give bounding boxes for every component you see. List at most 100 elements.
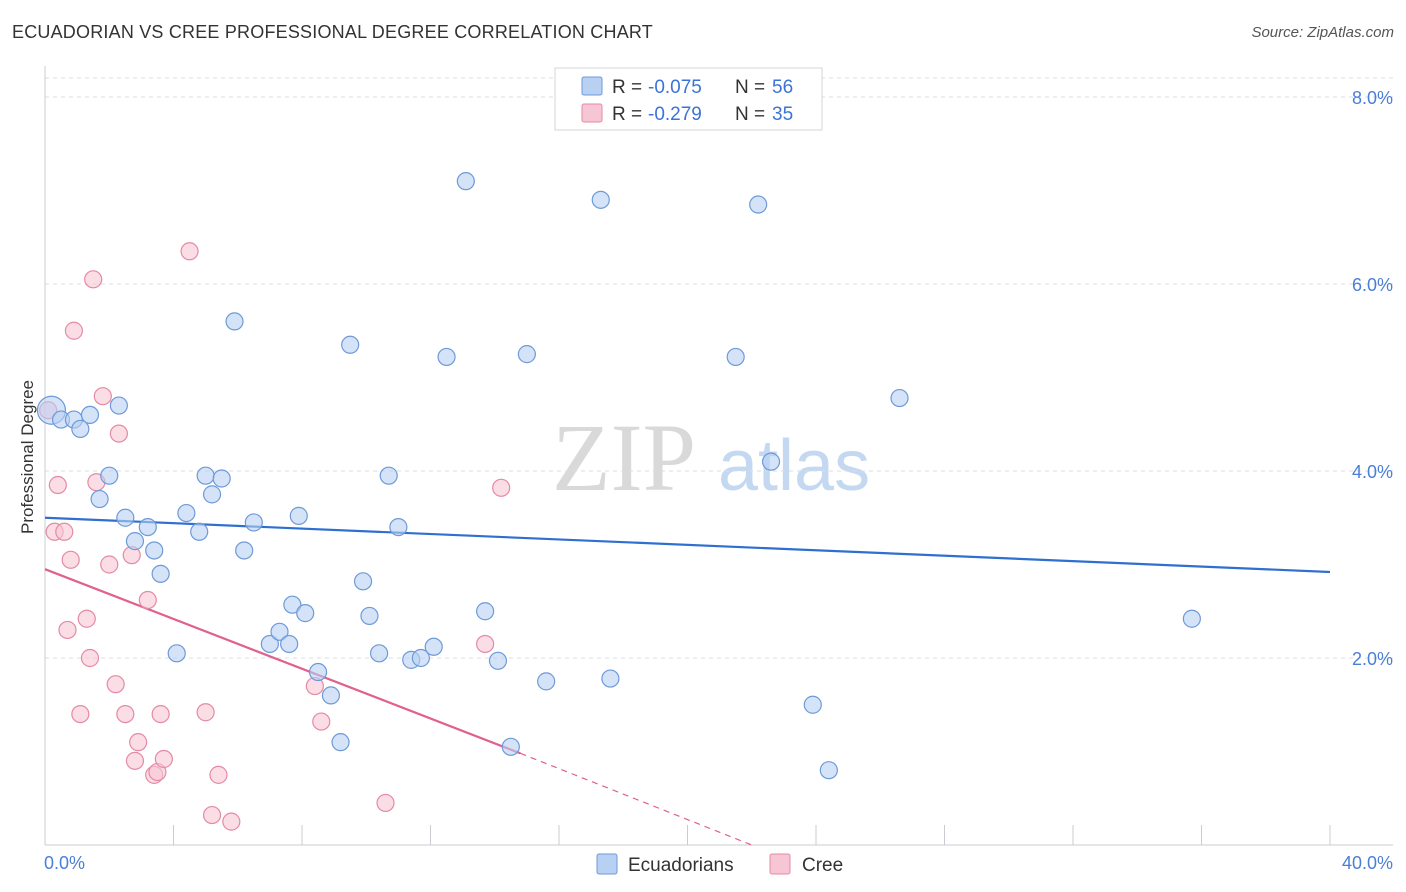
ecuadorian-point [244,513,263,532]
ecuadorian-point [289,506,308,525]
legend-swatch-ecuadorians [581,76,603,96]
y-axis-label: Professional Degree [18,380,37,534]
legend-n-label-1: N = [735,77,765,98]
source-label: Source: ZipAtlas.com [1251,24,1394,41]
cree-point [180,242,199,261]
ecuadorian-point [90,489,109,509]
ecuadorian-point [501,737,520,756]
watermark-atlas: atlas [718,426,870,506]
y-tick-labels: 2.0% 4.0% 6.0% 8.0% [1352,88,1393,669]
ecuadorian-point [270,622,289,641]
ecuadorian-point [283,595,302,614]
legend-swatch-cree [581,103,603,123]
cree-point [196,703,215,722]
ecuadorian-point [280,634,299,654]
ecuadorian-point [308,662,328,682]
cree-point [84,270,103,289]
cree-point [58,620,77,640]
y-tick-label-4: 4.0% [1352,462,1393,482]
grid [45,77,1393,659]
ecuadorian-point [424,637,443,656]
y-tick-label-2: 2.0% [1352,649,1393,669]
cree-point [312,712,331,731]
cree-point [100,555,119,574]
ecuadorian-point [109,396,128,415]
cree-point [209,765,228,784]
ecuadorian-point [517,345,536,364]
ecuadorian-point [125,532,145,551]
y-tick-label-8: 8.0% [1352,88,1393,108]
ecuadorian-point [116,508,135,527]
cree-point [222,812,241,831]
cree-point [106,675,125,694]
cree-point [151,704,170,724]
ecuadorian-point [341,335,360,354]
cree-point [48,475,67,495]
ecuadorian-point [488,651,508,670]
ecuadorian-point [71,419,90,439]
watermark-zip: ZIP [552,404,696,511]
ecuadorian-point [177,503,196,523]
ecuadorian-point [190,522,209,541]
cree-point [376,793,395,813]
legend-n-label-2: N = [735,104,765,125]
bottom-legend-cree: Cree [802,855,843,876]
legend-r-value-2: -0.279 [648,104,702,125]
ecuadorian-point [235,541,254,560]
legend-r-label-2: R = [612,104,642,125]
cree-point [125,751,145,770]
cree-point [77,609,96,628]
trendline-cree-extension [520,752,752,846]
ecuadorian-point [225,312,244,331]
ecuadorian-point [591,190,610,209]
y-tick-label-6: 6.0% [1352,275,1393,295]
x-tick-min: 0.0% [44,853,85,873]
ecuadorian-point [761,452,781,471]
axes [44,66,1393,846]
cree-point [71,704,90,724]
ecuadorian-point [1182,609,1201,628]
legend-r-value-1: -0.075 [648,77,702,98]
ecuadorian-point [601,669,620,688]
ecuadorian-point [196,466,215,485]
cree-point [93,387,112,406]
ecuadorian-point [151,564,170,583]
ecuadorian-point [379,466,398,485]
ecuadorian-point [389,517,408,537]
ecuadorian-point [749,195,768,214]
ecuadorian-points [36,172,1201,780]
ecuadorian-point [202,485,222,504]
ecuadorian-point [321,686,341,705]
legend-n-value-1: 56 [772,77,793,98]
ecuadorian-point [803,695,822,714]
correlation-legend: R = -0.075 N = 56 R = -0.279 N = 35 [554,67,823,131]
bottom-legend-swatch-cree [769,853,791,875]
x-tick-max: 40.0% [1342,853,1393,873]
ecuadorian-point [537,672,556,691]
series-legend: Ecuadorians Cree [596,853,843,876]
ecuadorian-point [167,644,186,663]
ecuadorian-point [145,541,164,560]
cree-point [138,590,157,610]
legend-r-label-1: R = [612,77,642,98]
cree-point [80,648,100,668]
cree-point [476,634,495,654]
trend-lines [44,516,1331,846]
cree-point [154,749,173,769]
ecuadorian-point [80,405,100,424]
cree-point [129,733,148,752]
ecuadorian-point [100,466,119,485]
ecuadorian-point [476,602,495,621]
cree-point [116,704,135,724]
ecuadorian-point [331,733,350,752]
cree-point [109,424,128,443]
cree-point [61,550,80,569]
ecuadorian-point [726,347,745,367]
cree-point [64,321,84,340]
cree-point [55,522,74,541]
ecuadorian-point [260,634,279,654]
ecuadorian-point [296,604,315,623]
ecuadorian-point [437,347,456,367]
trendline-cree [44,568,521,755]
ecuadorian-point [138,517,157,537]
